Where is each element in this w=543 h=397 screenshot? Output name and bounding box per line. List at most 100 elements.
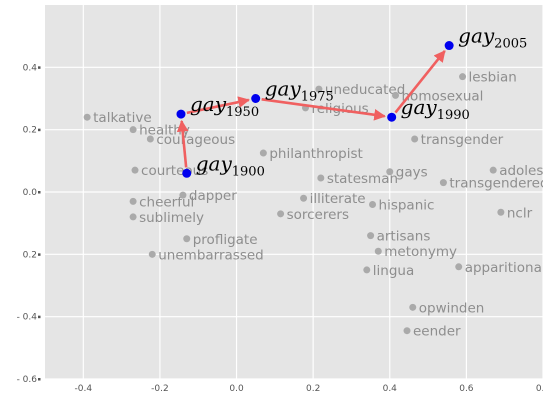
keyword-point (176, 109, 186, 119)
neighbor-label: unembarrassed (158, 247, 264, 263)
y-tick-label: 0.2 (23, 250, 37, 260)
neighbor-point (315, 85, 323, 93)
keyword-base: gay (265, 77, 302, 101)
neighbor-point (374, 247, 382, 255)
y-tick-mark (38, 315, 41, 319)
neighbor-point (131, 166, 139, 174)
neighbor-point (259, 149, 267, 157)
neighbor-label: cheerful (139, 194, 194, 210)
keyword-base: gay (196, 151, 233, 175)
trajectory-arrow (186, 96, 250, 115)
x-tick-label: 0.0 (229, 384, 244, 394)
y-tick-label: - 0.6 (17, 375, 38, 385)
neighbor-point (489, 166, 497, 174)
y-axis-ticks: 0.4 0.2 0.0 0.2 - 0.4 - 0.6 (17, 63, 41, 385)
neighbor-point (146, 135, 154, 143)
neighbor-point (300, 194, 308, 202)
x-tick-label: 0.8 (536, 384, 543, 394)
trajectory-arrows (176, 50, 446, 168)
neighbor-label: transgendered (449, 176, 543, 192)
neighbor-point (367, 232, 375, 240)
trajectory-arrow (261, 98, 386, 121)
neighbor-point (386, 168, 394, 176)
neighbor-point (129, 126, 137, 134)
neighbor-label: courageous (156, 132, 235, 148)
trajectory-arrow (394, 50, 446, 114)
neighbor-label: opwinden (419, 300, 485, 316)
keyword-base: gay (401, 95, 438, 119)
neighbor-label: sublimely (139, 210, 204, 226)
neighbor-label: philanthropist (269, 146, 362, 162)
neighbor-label: lesbian (469, 70, 517, 86)
x-tick-label: 0.4 (383, 384, 398, 394)
keyword-point (182, 168, 192, 178)
neighbor-label: talkative (93, 110, 152, 126)
x-tick-label: -0.4 (75, 384, 93, 394)
neighbor-label: transgender (421, 132, 504, 148)
neighbor-point (363, 266, 371, 274)
x-axis-ticks: -0.4 -0.2 0.0 0.2 0.4 0.6 0.8 (75, 384, 543, 394)
neighbor-label: homosexual (402, 88, 484, 104)
keyword-point (444, 41, 454, 51)
neighbor-label: hispanic (379, 197, 435, 213)
keyword-point (387, 112, 397, 122)
neighbor-point (129, 213, 137, 221)
neighbor-point (459, 73, 467, 81)
neighbor-point (369, 200, 377, 208)
neighbor-label: statesman (327, 171, 398, 187)
neighbor-label: artisans (377, 229, 431, 245)
x-tick-label: -0.2 (151, 384, 169, 394)
trajectory-arrow (176, 119, 189, 168)
neighbor-point (403, 327, 411, 335)
y-tick-label: - 0.4 (17, 313, 38, 323)
neighbor-label: metonymy (384, 244, 457, 260)
keyword-year: 1990 (437, 108, 470, 123)
neighbor-point (317, 174, 325, 182)
keyword-point (251, 94, 261, 103)
neighbor-label: nclr (507, 205, 533, 221)
neighbor-label: adolescents (499, 163, 543, 179)
neighbor-label: sorcerers (287, 207, 349, 223)
neighbor-point (179, 191, 187, 199)
neighbor-point (277, 210, 285, 218)
keyword-label: gay1975 (265, 77, 334, 105)
y-tick-label: 0.0 (23, 188, 38, 198)
y-tick-label: 0.2 (23, 126, 37, 136)
y-tick-mark (38, 253, 41, 256)
keyword-label: gay1990 (401, 95, 470, 123)
neighbor-label: courteous (141, 163, 208, 179)
neighbor-label: illiterate (310, 191, 366, 207)
neighbor-point (183, 235, 191, 243)
keyword-year: 2005 (494, 37, 527, 52)
neighbor-label: eender (413, 324, 461, 340)
neighbor-point (411, 135, 419, 143)
y-tick-label: 0.4 (23, 63, 38, 73)
keyword-base: gay (190, 92, 227, 116)
keyword-label: gay1900 (196, 151, 265, 179)
y-tick-mark (38, 378, 41, 381)
keyword-year: 1950 (226, 105, 259, 120)
keyword-label: gay1950 (190, 92, 259, 120)
neighbor-point (129, 197, 137, 205)
neighbor-label: lingua (373, 263, 414, 279)
x-tick-label: 0.2 (306, 384, 320, 394)
keyword-base: gay (458, 24, 495, 48)
neighbor-point (409, 303, 417, 311)
neighbor-point (148, 250, 156, 258)
neighbor-point (497, 208, 505, 216)
y-tick-mark (38, 66, 41, 69)
neighbor-point (83, 113, 91, 121)
neighbor-label: profligate (193, 232, 258, 248)
grid-lines (45, 5, 543, 380)
neighbor-label: apparitional (465, 260, 543, 276)
neighbor-point (439, 179, 447, 187)
neighbor-point (392, 91, 400, 99)
keyword-year: 1900 (232, 164, 265, 179)
neighbor-label: uneducated (325, 82, 405, 98)
x-tick-label: 0.6 (459, 384, 474, 394)
keyword-label: gay2005 (458, 24, 527, 52)
y-tick-mark (38, 128, 41, 132)
neighbor-words: talkativehealthycourageouscourteouscheer… (83, 70, 543, 340)
